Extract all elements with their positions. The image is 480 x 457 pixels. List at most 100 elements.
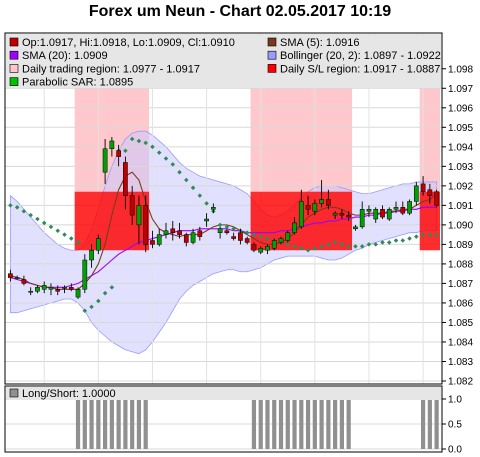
legend-label: Op:1.0917, Hi:1.0918, Lo:1.0909, Cl:1.09… <box>22 37 235 49</box>
ls-legend-background <box>6 387 441 400</box>
price-y-axis: 1.082 1.083 1.084 1.085 1.086 1.087 1.088 1.089… <box>442 64 473 388</box>
candle-up <box>82 259 88 290</box>
legend-label: SMA (5): 1.0916 <box>280 37 360 49</box>
longshort-bar <box>103 399 108 449</box>
candle-up <box>28 290 34 293</box>
sl-region <box>419 191 440 251</box>
longshort-bar <box>265 399 270 449</box>
legend-label: Daily S/L region: 1.0917 - 1.0887 <box>280 63 440 75</box>
candle-down <box>8 273 13 278</box>
legend-swatch <box>9 50 19 60</box>
candle-up <box>353 226 358 230</box>
candle-up <box>48 287 54 290</box>
legend-label: Daily trading region: 1.0977 - 1.0917 <box>22 63 200 75</box>
longshort-bar <box>434 399 439 449</box>
legend-swatch <box>9 37 19 47</box>
candle-up <box>35 287 40 292</box>
longshort-bar <box>143 399 148 449</box>
sar-dot <box>123 148 128 153</box>
longshort-bar <box>123 399 128 449</box>
sar-dot <box>400 238 406 243</box>
candle-up <box>366 209 372 212</box>
longshort-bars <box>75 399 439 449</box>
candle-up <box>393 207 399 210</box>
candle-up <box>407 201 412 214</box>
candle-up <box>41 285 47 290</box>
sar-dot <box>373 242 378 247</box>
sar-dot <box>326 242 331 247</box>
candle-down <box>123 162 128 196</box>
candle-up <box>102 148 108 173</box>
candle-down <box>326 199 331 206</box>
candle-down <box>238 232 243 241</box>
chart-title: Forex um Neun - Chart 02.05.2017 10:19 <box>88 3 392 20</box>
longshort-frame <box>4 385 443 453</box>
legend-background <box>6 34 441 88</box>
price-panel: Op:1.0917, Hi:1.0918, Lo:1.0909, Cl:1.09… <box>4 32 473 388</box>
trading-region <box>250 74 353 192</box>
longshort-bar <box>258 399 263 449</box>
y-tick-label: 1.083 <box>448 357 473 368</box>
price-legend: Op:1.0917, Hi:1.0918, Lo:1.0909, Cl:1.09… <box>6 34 441 89</box>
longshort-bar <box>75 399 81 449</box>
candle-up <box>373 209 379 220</box>
sar-dot <box>258 234 263 239</box>
candle-down <box>183 234 189 243</box>
candle-up <box>62 287 67 289</box>
sar-dot <box>69 236 74 241</box>
candle-up <box>14 277 20 279</box>
y-tick-label: 1.086 <box>448 298 473 309</box>
candle-up <box>109 140 115 150</box>
longshort-bar <box>319 399 324 449</box>
longshort-bar <box>420 399 426 449</box>
longshort-bar <box>346 399 351 449</box>
candle-up <box>285 232 291 241</box>
sar-dot <box>366 242 372 247</box>
sar-dot <box>393 238 399 243</box>
longshort-panel: Long/Short: 1.0000 0.0 0.5 1.0 <box>4 385 462 456</box>
sar-dot <box>339 242 345 247</box>
candle-up <box>312 203 318 212</box>
y-tick-label: 1.087 <box>448 279 473 290</box>
ls-legend-swatch <box>9 388 19 398</box>
sar-dot <box>299 246 304 251</box>
y-tick-label: 1.084 <box>448 337 473 348</box>
longshort-bar <box>427 399 432 449</box>
candle-up <box>190 232 196 243</box>
longshort-bar <box>299 399 304 449</box>
candle-down <box>251 244 257 251</box>
longshort-bar <box>305 399 311 449</box>
ls-tick-label: 0.0 <box>448 445 462 456</box>
candle-down <box>427 189 433 196</box>
y-tick-label: 1.095 <box>448 123 473 134</box>
candle-up <box>413 185 419 202</box>
sar-dot <box>285 242 291 247</box>
legend-swatch <box>9 64 19 73</box>
candle-down <box>21 279 27 284</box>
longshort-bar <box>312 399 317 449</box>
candle-down <box>380 209 385 218</box>
y-tick-label: 1.094 <box>448 142 473 153</box>
candle-up <box>156 234 162 245</box>
candle-up <box>265 246 270 251</box>
legend-swatch <box>267 50 277 60</box>
longshort-bar <box>82 399 87 449</box>
y-tick-label: 1.092 <box>448 181 473 192</box>
candle-down <box>244 238 250 243</box>
candle-down <box>129 195 135 216</box>
candle-up <box>386 209 392 220</box>
candle-down <box>400 207 406 214</box>
candle-up <box>136 205 142 226</box>
longshort-legend: Long/Short: 1.0000 <box>6 387 441 400</box>
longshort-y-axis: 0.0 0.5 1.0 <box>442 395 462 456</box>
legend-swatch <box>267 64 277 73</box>
y-tick-label: 1.091 <box>448 201 473 212</box>
sar-dot <box>312 246 318 251</box>
candle-up <box>204 218 209 222</box>
candle-down <box>339 212 345 216</box>
legend-label: Bollinger (20, 2): 1.0897 - 1.0922 <box>280 50 441 62</box>
candle-up <box>298 201 304 228</box>
candle-up <box>217 228 223 233</box>
candle-layer <box>8 137 439 300</box>
ls-legend-label: Long/Short: 1.0000 <box>22 388 116 400</box>
